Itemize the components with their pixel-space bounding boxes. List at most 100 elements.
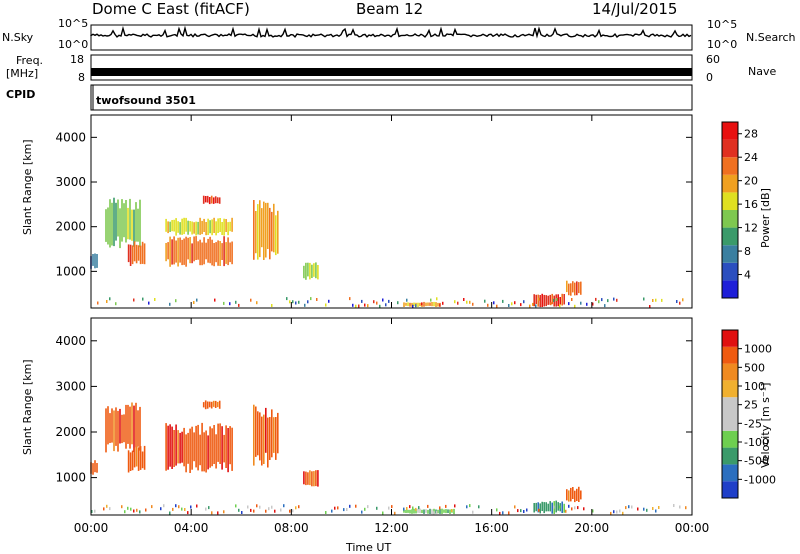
- power-near-range-echo: [586, 302, 588, 306]
- velocity-near-range-echo: [139, 510, 141, 514]
- velocity-near-range-echo: [568, 504, 570, 508]
- velocity-near-range-echo: [508, 511, 510, 515]
- power-near-range-echo: [607, 299, 609, 303]
- velocity-near-range-echo: [187, 511, 189, 515]
- power-ytick-label-0: 1000: [55, 264, 86, 278]
- beam-title: Beam 12: [356, 0, 424, 18]
- power-colorbar-tick-label-0: 4: [744, 269, 751, 282]
- velocity-colorbar-segment-7: [722, 363, 738, 381]
- power-near-range-echo: [682, 298, 684, 302]
- power-near-range-echo: [328, 299, 330, 303]
- power-near-range-echo: [496, 304, 498, 308]
- velocity-near-range-echo: [274, 509, 276, 513]
- velocity-near-range-echo: [439, 506, 441, 510]
- velocity-colorbar-segment-5: [722, 397, 738, 414]
- velocity-near-range-echo: [478, 505, 480, 509]
- power-colorbar-tick-label-6: 28: [744, 128, 758, 141]
- velocity-near-range-echo: [583, 507, 585, 511]
- velocity-near-range-echo: [355, 504, 357, 508]
- velocity-near-range-echo: [451, 509, 453, 512]
- velocity-near-range-echo: [418, 506, 420, 510]
- velocity-near-range-echo: [496, 508, 498, 512]
- power-colorbar-segment-0: [722, 280, 738, 298]
- time-xlabel: Time UT: [346, 541, 392, 554]
- velocity-near-range-echo: [628, 505, 630, 509]
- velocity-near-range-echo: [205, 507, 207, 511]
- power-near-range-echo: [289, 300, 291, 304]
- power-near-range-echo: [310, 297, 312, 301]
- power-near-range-echo: [514, 301, 516, 305]
- velocity-near-range-echo: [364, 507, 366, 511]
- power-near-range-echo: [436, 297, 438, 301]
- velocity-near-range-echo: [655, 509, 657, 513]
- velocity-near-range-echo: [208, 506, 210, 510]
- power-near-range-echo: [382, 298, 384, 302]
- velocity-ytick-label-0: 1000: [55, 471, 86, 485]
- velocity-near-range-echo: [217, 511, 219, 515]
- power-near-range-echo: [508, 304, 510, 307]
- velocity-near-range-echo: [235, 504, 237, 508]
- velocity-near-range-echo: [280, 508, 282, 512]
- power-colorbar-segment-5: [722, 192, 738, 210]
- power-near-range-echo: [295, 301, 297, 305]
- power-colorbar-frame: [721, 121, 739, 299]
- velocity-near-range-echo: [130, 507, 132, 511]
- power-near-range-echo: [214, 298, 216, 302]
- velocity-colorbar-label: Velocity [m s⁻¹]: [759, 382, 772, 468]
- velocity-near-range-echo: [610, 511, 612, 515]
- velocity-near-range-echo: [91, 510, 93, 513]
- power-near-range-echo: [592, 302, 594, 306]
- power-near-range-echo: [148, 301, 150, 305]
- velocity-near-range-echo: [433, 511, 435, 515]
- velocity-near-range-echo: [394, 511, 396, 515]
- power-near-range-echo: [142, 297, 144, 301]
- freq-trace-band: [91, 68, 692, 76]
- velocity-near-range-echo: [349, 504, 351, 508]
- power-near-range-echo: [109, 297, 111, 301]
- power-near-range-echo: [466, 300, 468, 304]
- velocity-colorbar-tick-label-0: 1000: [744, 343, 772, 356]
- nave-label: Nave: [748, 65, 777, 78]
- velocity-near-range-echo: [163, 504, 165, 508]
- velocity-near-range-echo: [160, 507, 162, 511]
- power-near-range-echo: [133, 298, 135, 302]
- power-ytick-label-3: 4000: [55, 130, 86, 144]
- cpid-value: twofsound 3501: [96, 94, 196, 107]
- velocity-near-range-echo: [265, 509, 267, 513]
- power-near-range-echo: [559, 304, 561, 308]
- power-colorbar-label: Power [dB]: [759, 188, 772, 248]
- velocity-colorbar-segment-4: [722, 414, 738, 431]
- velocity-near-range-echo: [469, 504, 471, 508]
- power-near-range-echo: [538, 297, 540, 301]
- velocity-near-range-echo: [184, 508, 186, 511]
- velocity-colorbar-segment-3: [722, 430, 738, 448]
- velocity-near-range-echo: [109, 507, 111, 511]
- velocity-near-range-echo: [298, 505, 300, 509]
- power-near-range-echo: [574, 304, 576, 308]
- cpid-label: CPID: [6, 88, 36, 101]
- velocity-colorbar-tick-label-7: -1000: [744, 473, 776, 486]
- velocity-near-range-echo: [622, 511, 624, 515]
- velocity-near-range-echo: [571, 507, 573, 511]
- velocity-near-range-echo: [190, 505, 192, 509]
- velocity-near-range-echo: [403, 507, 405, 511]
- power-near-range-echo: [238, 303, 240, 307]
- velocity-near-range-echo: [445, 504, 447, 508]
- power-near-range-echo: [556, 298, 558, 301]
- velocity-ytick-label-2: 3000: [55, 379, 86, 393]
- velocity-near-range-echo: [520, 509, 522, 513]
- xtick-label-5: 20:00: [575, 521, 610, 535]
- velocity-near-range-echo: [685, 506, 687, 510]
- velocity-ylabel: Slant Range [km]: [21, 359, 34, 455]
- velocity-near-range-echo: [613, 510, 615, 514]
- velocity-near-range-echo: [409, 505, 411, 509]
- nsky-strip: [90, 24, 693, 51]
- velocity-colorbar-tick-label-4: -25: [744, 417, 762, 430]
- velocity-near-range-echo: [679, 505, 681, 509]
- velocity-near-range-echo: [658, 506, 660, 509]
- velocity-colorbar-segment-1: [722, 464, 738, 482]
- power-near-range-echo: [115, 302, 117, 306]
- power-colorbar-tick-label-4: 20: [744, 175, 758, 188]
